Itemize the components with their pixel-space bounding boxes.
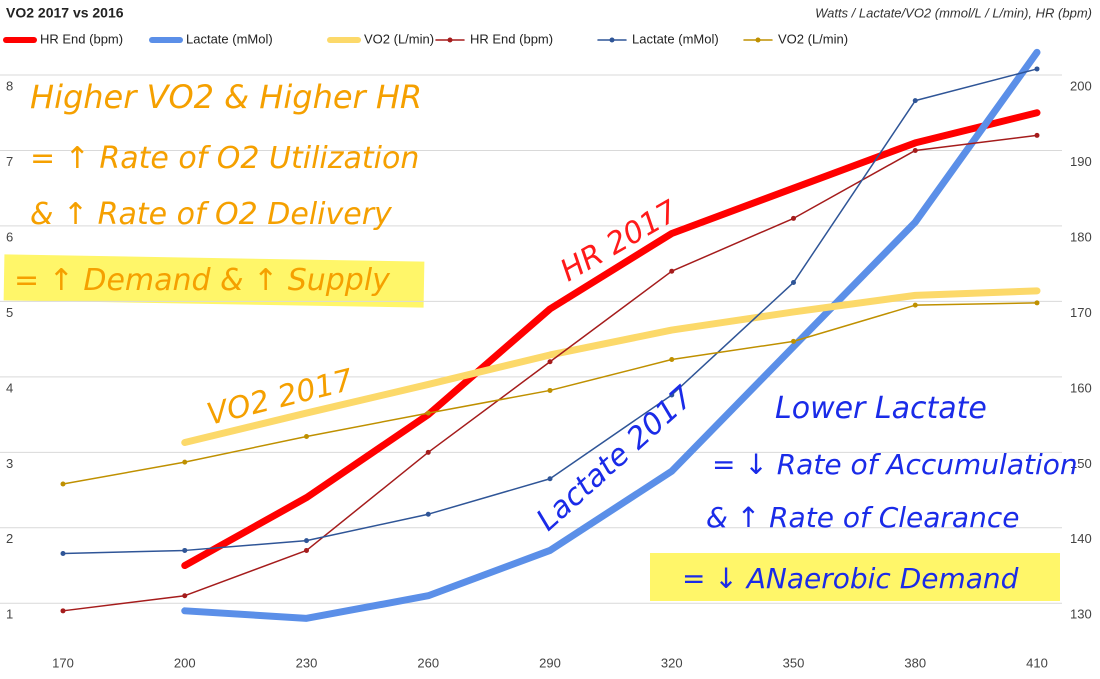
data-point [1034, 132, 1040, 138]
y2-tick-label: 180 [1070, 229, 1092, 244]
annotation: = ↓ Rate of Accumulation [712, 448, 1078, 481]
series-line [181, 109, 1041, 570]
legend-marker [609, 37, 615, 43]
y2-tick-label: 200 [1070, 78, 1092, 93]
annotation: = ↓ ANaerobic Demand [682, 562, 1019, 595]
data-point [304, 538, 309, 544]
x-tick-label: 410 [1026, 655, 1048, 670]
x-tick-label: 380 [904, 655, 926, 670]
data-point [669, 357, 675, 363]
x-tick-label: 320 [661, 655, 683, 670]
y2-tick-label: 150 [1070, 456, 1092, 471]
y-tick-label: 2 [6, 531, 13, 546]
data-point [791, 338, 796, 344]
legend-label: Lactate (mMol) [186, 31, 273, 46]
y2-tick-label: 160 [1070, 380, 1092, 395]
data-point [304, 433, 309, 439]
y-tick-label: 3 [6, 456, 13, 471]
highlight [3, 254, 425, 308]
chart-subtitle: Watts / Lactate/VO2 (mmol/L / L/min), HR… [815, 5, 1092, 20]
legend-label: Lactate (mMol) [632, 31, 719, 46]
legend-marker [755, 37, 761, 43]
x-tick-label: 230 [296, 655, 318, 670]
data-point [912, 98, 918, 104]
annotation: Lower Lactate [775, 391, 987, 426]
y-tick-label: 6 [6, 229, 13, 244]
annotation: & ↑ Rate of Clearance [706, 501, 1019, 534]
data-point [791, 215, 796, 221]
x-tick-label: 170 [52, 655, 74, 670]
y2-tick-label: 190 [1070, 154, 1092, 169]
series-line [181, 287, 1041, 447]
annotation: = ↑ Rate of O2 Utilization [30, 141, 419, 176]
x-tick-label: 350 [783, 655, 805, 670]
legend-label: VO2 (L/min) [364, 31, 434, 46]
y2-tick-label: 170 [1070, 305, 1092, 320]
data-point [425, 410, 431, 416]
data-point [60, 608, 66, 614]
data-point [1034, 66, 1040, 72]
x-tick-label: 260 [417, 655, 439, 670]
data-point [182, 459, 188, 465]
legend-label: HR End (bpm) [40, 31, 123, 46]
data-point [425, 449, 431, 455]
y-tick-label: 4 [6, 380, 13, 395]
y-tick-label: 1 [6, 607, 13, 622]
y2-tick-label: 130 [1070, 607, 1092, 622]
legend-label: VO2 (L/min) [778, 31, 848, 46]
y-tick-label: 8 [6, 78, 13, 93]
data-point [1034, 300, 1040, 306]
data-point [912, 147, 918, 153]
data-point [547, 387, 553, 393]
data-point [304, 547, 309, 553]
y-tick-label: 5 [6, 305, 13, 320]
series-line [181, 48, 1041, 622]
data-point [791, 280, 796, 286]
data-point [669, 268, 675, 274]
legend-label: HR End (bpm) [470, 31, 553, 46]
data-point [60, 550, 66, 556]
x-tick-label: 200 [174, 655, 196, 670]
annotation: = ↑ Demand & ↑ Supply [14, 263, 391, 298]
data-point [425, 511, 431, 517]
data-point [912, 302, 918, 308]
annotation: & ↑ Rate of O2 Delivery [30, 197, 393, 232]
data-point [547, 359, 553, 365]
data-point [182, 547, 188, 553]
y2-tick-label: 140 [1070, 531, 1092, 546]
plot-area: 1 2 3 4 5 6 7 8 130 140 150 160 170 180 190 200 170 200 23… [0, 31, 1092, 670]
data-point [182, 593, 188, 599]
x-tick-label: 290 [539, 655, 561, 670]
y-tick-label: 7 [6, 154, 13, 169]
legend-marker [447, 37, 453, 43]
data-point [60, 481, 66, 487]
data-point [669, 392, 675, 398]
chart-title: VO2 2017 vs 2016 [6, 5, 124, 21]
highlight [650, 553, 1060, 601]
data-point [547, 476, 553, 482]
annotation: Higher VO2 & Higher HR [30, 78, 422, 116]
